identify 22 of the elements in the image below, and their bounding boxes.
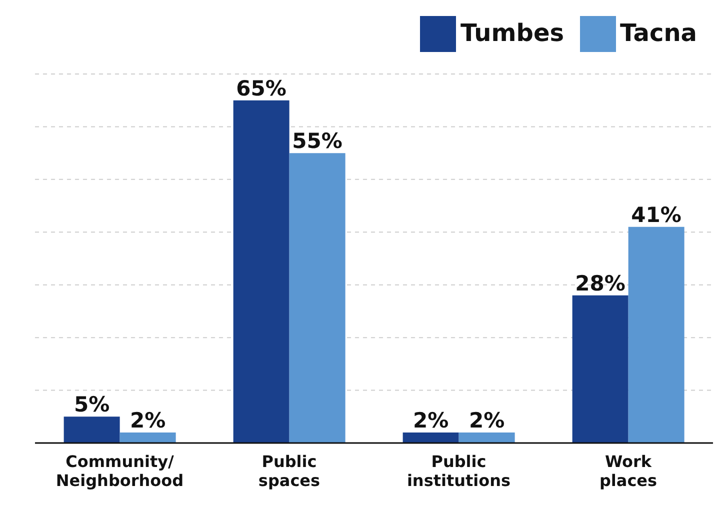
data-label: 55% [292,129,342,154]
data-label: 28% [575,271,626,296]
data-label: 5% [74,392,110,417]
bar [458,432,515,443]
data-label: 2% [468,408,505,432]
bar [572,295,628,443]
legend-label: Tacna [620,18,697,47]
x-tick-label: Public spaces [258,452,320,490]
x-tick-label: Public institutions [406,452,511,490]
data-label: 41% [631,202,682,227]
bar [120,432,176,443]
bar [628,226,684,443]
bar [233,100,290,443]
bar [289,153,346,443]
x-tick-label: Work places [599,452,658,490]
data-label: 2% [130,408,166,432]
data-label: 65% [236,76,286,100]
bar [402,432,459,443]
bar [64,416,120,443]
x-tick-label: Community/ Neighborhood [56,452,184,490]
data-label: 2% [412,408,449,432]
legend-label: Tumbes [460,18,564,47]
